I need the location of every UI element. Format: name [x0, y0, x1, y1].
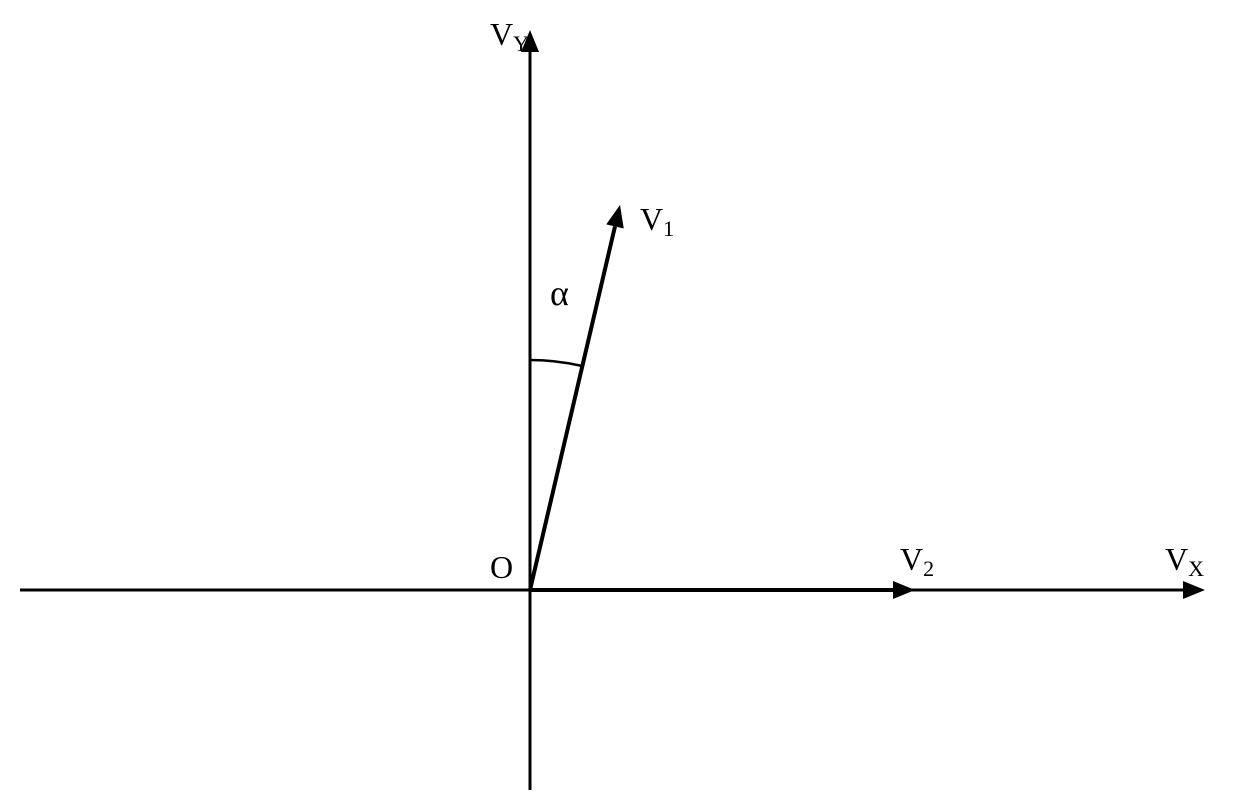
angle-label: α	[550, 273, 569, 313]
vector-v2-arrowhead	[893, 581, 915, 599]
vector-v2-label: V2	[900, 541, 934, 581]
y-axis-label: VY	[490, 16, 529, 56]
vector-diagram: VX VY V1 V2 α O	[0, 0, 1240, 805]
x-axis-arrowhead	[1183, 581, 1205, 599]
vector-v1-shaft	[530, 226, 615, 590]
angle-arc	[530, 360, 582, 366]
x-axis-label: VX	[1165, 541, 1204, 581]
vector-v1-arrowhead	[606, 205, 624, 228]
vector-v1-label: V1	[640, 201, 674, 241]
origin-label: O	[490, 549, 513, 585]
